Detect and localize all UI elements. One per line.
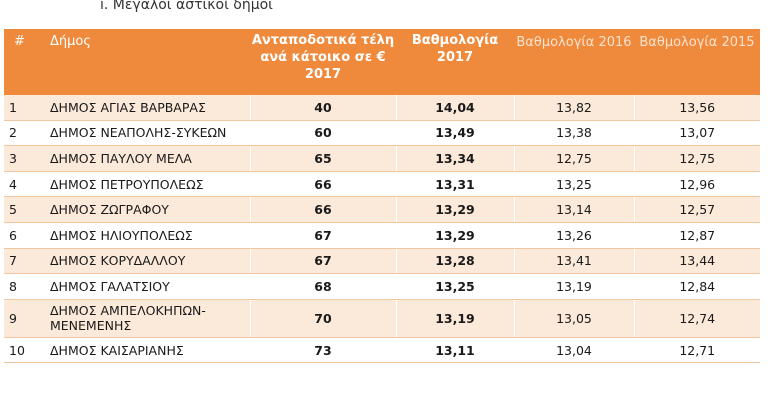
- cell-score-2015: 12,96: [633, 171, 760, 198]
- cell-municipality: ΔΗΜΟΣ ΗΛΙΟΥΠΟΛΕΩΣ: [42, 222, 250, 249]
- header-score-2017: Βαθμολογία 2017: [396, 29, 514, 95]
- cell-num: 4: [4, 171, 42, 198]
- cell-municipality: ΔΗΜΟΣ ΠΑΥΛΟΥ ΜΕΛΑ: [42, 145, 250, 172]
- table-row: 1 ΔΗΜΟΣ ΑΓΙΑΣ ΒΑΡΒΑΡΑΣ 40 14,04 13,82 13…: [4, 95, 760, 121]
- cell-score-2017: 13,49: [395, 120, 514, 147]
- table-header-row: # Δήμος Ανταποδοτικά τέλη ανά κάτοικο σε…: [4, 29, 760, 95]
- cell-score-2015: 12,74: [633, 299, 760, 338]
- header-score-2016: Βαθμολογία 2016: [514, 29, 634, 95]
- cell-municipality: ΔΗΜΟΣ ΓΑΛΑΤΣΙΟΥ: [42, 273, 250, 300]
- table-row: 7 ΔΗΜΟΣ ΚΟΡΥΔΑΛΛΟΥ 67 13,28 13,41 13,44: [4, 248, 760, 275]
- table-row: 10 ΔΗΜΟΣ ΚΑΙΣΑΡΙΑΝΗΣ 73 13,11 13,04 12,7…: [4, 337, 760, 364]
- cell-num: 3: [4, 145, 42, 172]
- cell-num: 8: [4, 273, 42, 300]
- cell-score-2017: 13,19: [395, 299, 514, 338]
- header-score-2015: Βαθμολογία 2015: [634, 29, 760, 95]
- cell-fee: 66: [249, 196, 396, 223]
- cell-municipality: ΔΗΜΟΣ ΑΓΙΑΣ ΒΑΡΒΑΡΑΣ: [42, 95, 250, 121]
- cell-score-2015: 13,07: [633, 120, 760, 147]
- cell-fee: 67: [249, 248, 396, 275]
- cell-municipality: ΔΗΜΟΣ ΠΕΤΡΟΥΠΟΛΕΩΣ: [42, 171, 250, 198]
- cell-score-2017: 13,28: [395, 248, 514, 275]
- cell-municipality: ΔΗΜΟΣ ΚΑΙΣΑΡΙΑΝΗΣ: [42, 337, 250, 364]
- cell-num: 6: [4, 222, 42, 249]
- table-row: 6 ΔΗΜΟΣ ΗΛΙΟΥΠΟΛΕΩΣ 67 13,29 13,26 12,87: [4, 222, 760, 249]
- cell-score-2017: 13,31: [395, 171, 514, 198]
- table-row: 2 ΔΗΜΟΣ ΝΕΑΠΟΛΗΣ-ΣΥΚΕΩΝ 60 13,49 13,38 1…: [4, 120, 760, 147]
- cell-num: 2: [4, 120, 42, 147]
- cell-fee: 40: [249, 95, 396, 121]
- cell-num: 10: [4, 337, 42, 364]
- cell-score-2017: 13,11: [395, 337, 514, 364]
- cell-score-2017: 13,34: [395, 145, 514, 172]
- cell-municipality: ΔΗΜΟΣ ΚΟΡΥΔΑΛΛΟΥ: [42, 248, 250, 275]
- table-row: 5 ΔΗΜΟΣ ΖΩΓΡΑΦΟΥ 66 13,29 13,14 12,57: [4, 196, 760, 223]
- table-row: 3 ΔΗΜΟΣ ΠΑΥΛΟΥ ΜΕΛΑ 65 13,34 12,75 12,75: [4, 145, 760, 172]
- cell-score-2016: 13,26: [513, 222, 634, 249]
- cell-fee: 65: [249, 145, 396, 172]
- cell-fee: 70: [249, 299, 396, 338]
- cell-municipality: ΔΗΜΟΣ ΝΕΑΠΟΛΗΣ-ΣΥΚΕΩΝ: [42, 120, 250, 147]
- cell-score-2017: 13,29: [395, 222, 514, 249]
- section-title: i. Μεγάλοι αστικοί δήμοι: [100, 0, 273, 13]
- cell-score-2016: 13,19: [513, 273, 634, 300]
- cell-score-2015: 12,71: [633, 337, 760, 364]
- header-fees: Ανταποδοτικά τέλη ανά κάτοικο σε € 2017: [250, 29, 396, 95]
- table-row: 9 ΔΗΜΟΣ ΑΜΠΕΛΟΚΗΠΩΝ-ΜΕΝΕΜΕΝΗΣ 70 13,19 1…: [4, 299, 760, 338]
- cell-num: 5: [4, 196, 42, 223]
- cell-score-2016: 13,14: [513, 196, 634, 223]
- cell-score-2016: 12,75: [513, 145, 634, 172]
- cell-fee: 73: [249, 337, 396, 364]
- cell-score-2016: 13,82: [513, 95, 634, 121]
- header-municipality: Δήμος: [42, 29, 250, 95]
- cell-score-2016: 13,04: [513, 337, 634, 364]
- cell-score-2015: 12,84: [633, 273, 760, 300]
- cell-municipality: ΔΗΜΟΣ ΑΜΠΕΛΟΚΗΠΩΝ-ΜΕΝΕΜΕΝΗΣ: [42, 299, 250, 338]
- cell-score-2017: 13,29: [395, 196, 514, 223]
- cell-score-2017: 14,04: [395, 95, 514, 121]
- cell-score-2015: 12,57: [633, 196, 760, 223]
- cell-score-2015: 13,56: [633, 95, 760, 121]
- cell-fee: 68: [249, 273, 396, 300]
- cell-num: 9: [4, 299, 42, 338]
- cell-score-2016: 13,38: [513, 120, 634, 147]
- cell-num: 1: [4, 95, 42, 121]
- cell-score-2016: 13,05: [513, 299, 634, 338]
- cell-score-2015: 12,75: [633, 145, 760, 172]
- cell-score-2016: 13,41: [513, 248, 634, 275]
- cell-score-2017: 13,25: [395, 273, 514, 300]
- cell-num: 7: [4, 248, 42, 275]
- cell-fee: 67: [249, 222, 396, 249]
- municipalities-table: # Δήμος Ανταποδοτικά τέλη ανά κάτοικο σε…: [4, 29, 760, 364]
- table-row: 4 ΔΗΜΟΣ ΠΕΤΡΟΥΠΟΛΕΩΣ 66 13,31 13,25 12,9…: [4, 171, 760, 198]
- table-row: 8 ΔΗΜΟΣ ΓΑΛΑΤΣΙΟΥ 68 13,25 13,19 12,84: [4, 273, 760, 300]
- cell-fee: 66: [249, 171, 396, 198]
- cell-score-2015: 12,87: [633, 222, 760, 249]
- cell-score-2016: 13,25: [513, 171, 634, 198]
- cell-score-2015: 13,44: [633, 248, 760, 275]
- cell-fee: 60: [249, 120, 396, 147]
- header-num: #: [4, 29, 42, 95]
- cell-municipality: ΔΗΜΟΣ ΖΩΓΡΑΦΟΥ: [42, 196, 250, 223]
